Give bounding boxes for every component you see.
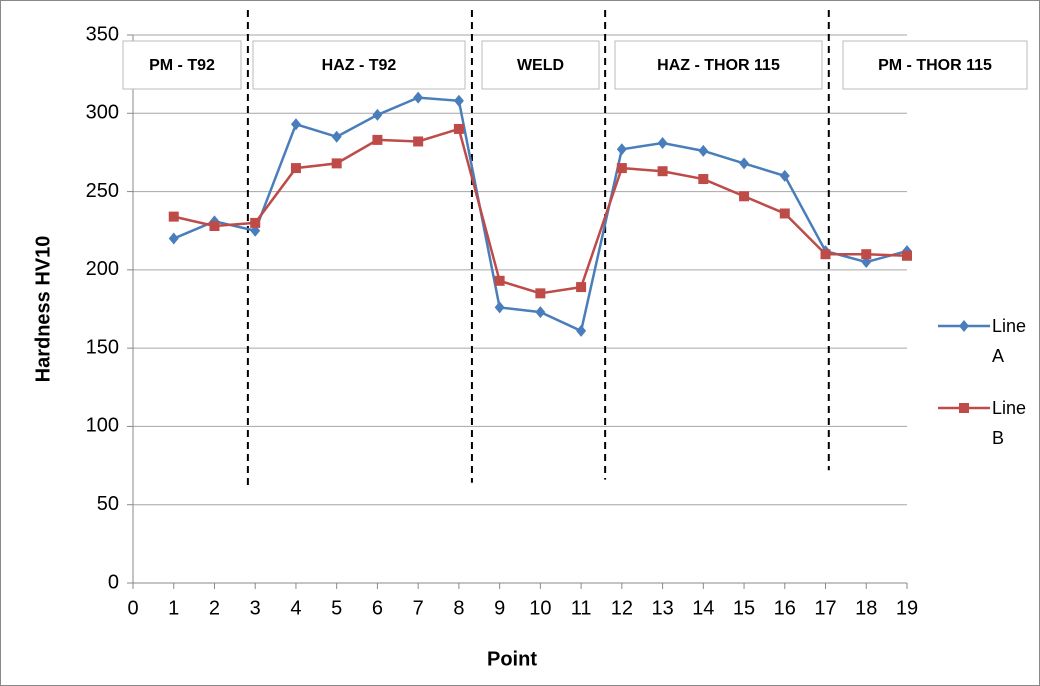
x-tick-label: 8	[453, 597, 464, 619]
y-tick-label: 300	[86, 102, 119, 124]
marker	[413, 136, 424, 147]
marker	[657, 166, 668, 177]
region-box	[481, 40, 600, 90]
region-box	[252, 40, 466, 90]
x-tick-label: 5	[331, 597, 342, 619]
region-box	[614, 40, 823, 90]
marker	[616, 143, 627, 156]
y-tick-label: 100	[86, 415, 119, 437]
marker	[168, 232, 179, 245]
marker	[535, 306, 546, 319]
marker	[413, 91, 424, 104]
region-label: PM - T92	[149, 57, 215, 74]
y-tick-label: 50	[97, 493, 119, 515]
x-tick-label: 3	[250, 597, 261, 619]
region-box	[122, 40, 242, 90]
x-tick-label: 15	[733, 597, 755, 619]
region-box	[842, 40, 1028, 90]
y-tick-label: 200	[86, 258, 119, 280]
y-tick-label: 0	[108, 571, 119, 593]
marker	[576, 282, 587, 293]
marker	[861, 249, 872, 260]
marker	[779, 208, 790, 219]
marker	[902, 250, 912, 261]
x-tick-label: 4	[290, 597, 301, 619]
marker	[331, 130, 342, 143]
x-tick-label: 7	[413, 597, 424, 619]
region-label: HAZ - T92	[322, 57, 397, 74]
marker	[168, 211, 179, 222]
y-tick-label: 150	[86, 336, 119, 358]
legend-label: Line A	[992, 316, 1027, 366]
marker	[290, 163, 301, 174]
y-axis-label: Hardness HV10	[32, 236, 54, 383]
legend-marker	[959, 320, 969, 332]
marker	[698, 174, 709, 185]
marker	[331, 158, 342, 169]
marker	[453, 94, 464, 107]
marker	[616, 163, 627, 174]
y-tick-label: 350	[86, 23, 119, 45]
x-tick-label: 10	[529, 597, 551, 619]
x-tick-label: 17	[814, 597, 836, 619]
x-tick-label: 2	[209, 597, 220, 619]
x-tick-label: 6	[372, 597, 383, 619]
marker	[494, 275, 505, 286]
legend-label: Line B	[992, 398, 1027, 448]
x-tick-label: 14	[692, 597, 714, 619]
marker	[739, 157, 750, 170]
marker	[739, 191, 750, 202]
marker	[535, 288, 546, 299]
x-tick-label: 12	[611, 597, 633, 619]
x-tick-label: 9	[494, 597, 505, 619]
region-label: WELD	[517, 57, 564, 74]
marker	[576, 324, 587, 337]
x-tick-label: 19	[896, 597, 918, 619]
x-tick-label: 11	[571, 597, 592, 619]
x-tick-label: 16	[774, 597, 796, 619]
marker	[290, 118, 301, 131]
marker	[250, 217, 261, 228]
region-label: PM - THOR 115	[878, 57, 992, 74]
x-axis-label: Point	[487, 648, 537, 670]
x-tick-label: 18	[855, 597, 877, 619]
marker	[372, 108, 383, 121]
x-tick-label: 13	[651, 597, 673, 619]
x-tick-label: 1	[168, 597, 179, 619]
marker	[657, 137, 668, 150]
marker	[453, 123, 464, 134]
marker	[698, 144, 709, 157]
legend-marker	[959, 403, 969, 413]
marker	[779, 169, 790, 182]
marker	[820, 249, 831, 260]
marker	[372, 134, 383, 145]
marker	[209, 221, 220, 232]
x-tick-label: 0	[127, 597, 138, 619]
region-label: HAZ - THOR 115	[657, 57, 780, 74]
marker	[494, 301, 505, 314]
y-tick-label: 250	[86, 180, 119, 202]
